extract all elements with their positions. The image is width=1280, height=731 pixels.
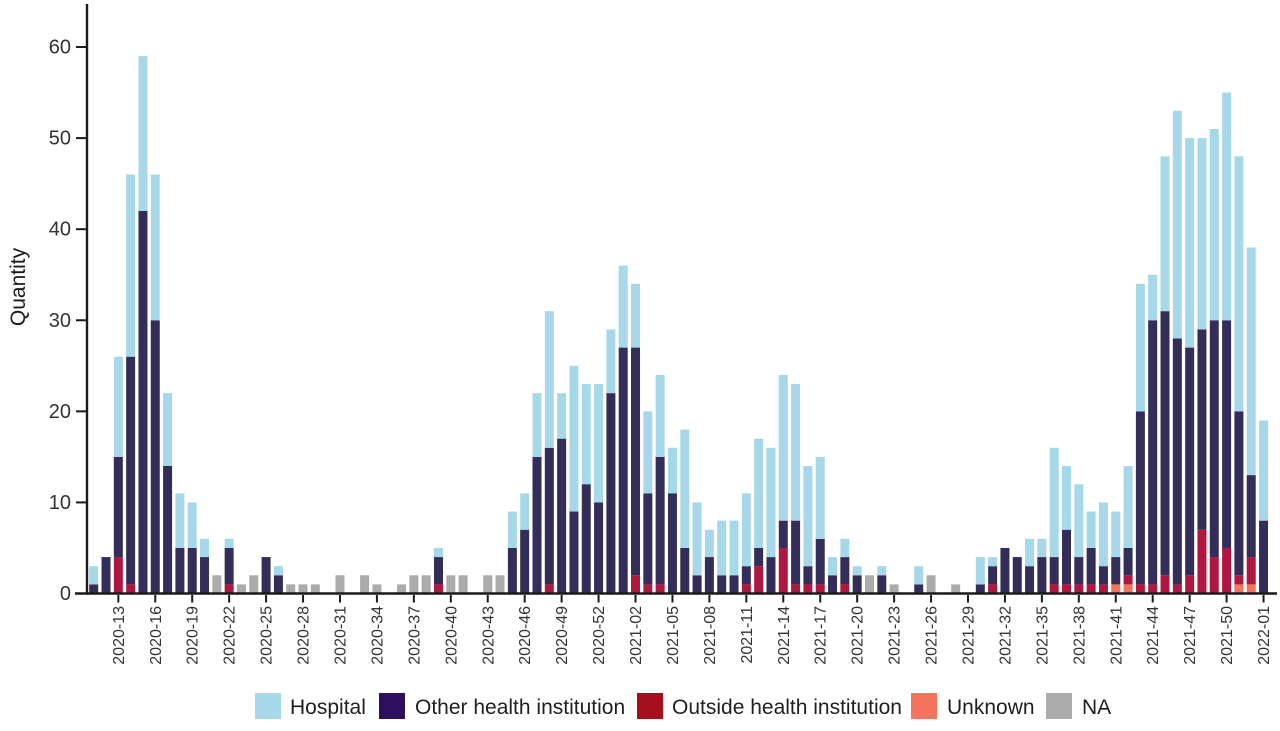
svg-text:20: 20 (49, 401, 71, 423)
svg-text:2020-37: 2020-37 (406, 606, 423, 665)
svg-text:Outside health institution: Outside health institution (672, 696, 902, 719)
svg-text:2020-43: 2020-43 (480, 606, 497, 665)
svg-text:2020-16: 2020-16 (148, 606, 165, 665)
svg-text:2021-14: 2021-14 (776, 606, 793, 665)
svg-text:Quantity: Quantity (7, 247, 30, 326)
svg-text:2020-31: 2020-31 (332, 606, 349, 665)
svg-text:2020-49: 2020-49 (554, 606, 571, 665)
svg-text:Hospital: Hospital (290, 696, 366, 719)
svg-text:Other health institution: Other health institution (415, 696, 625, 719)
svg-text:2021-41: 2021-41 (1108, 606, 1125, 665)
svg-text:2020-19: 2020-19 (185, 606, 202, 665)
svg-text:2021-17: 2021-17 (813, 606, 830, 665)
svg-text:40: 40 (49, 219, 71, 241)
svg-text:2022-01: 2022-01 (1256, 606, 1273, 665)
svg-text:2020-46: 2020-46 (517, 606, 534, 665)
svg-text:2021-11: 2021-11 (739, 606, 756, 664)
svg-text:2021-02: 2021-02 (628, 606, 645, 665)
svg-text:2021-26: 2021-26 (924, 606, 941, 665)
svg-text:60: 60 (49, 37, 71, 59)
svg-text:2021-35: 2021-35 (1034, 606, 1051, 665)
svg-text:2020-34: 2020-34 (369, 606, 386, 665)
svg-text:2020-22: 2020-22 (222, 606, 239, 665)
svg-text:2021-08: 2021-08 (702, 606, 719, 665)
svg-text:2021-50: 2021-50 (1219, 606, 1236, 665)
svg-text:0: 0 (60, 583, 71, 605)
svg-text:Unknown: Unknown (947, 696, 1035, 719)
svg-text:2020-13: 2020-13 (111, 606, 128, 665)
svg-text:10: 10 (49, 492, 71, 514)
svg-text:2021-23: 2021-23 (887, 606, 904, 665)
svg-text:2021-05: 2021-05 (665, 606, 682, 665)
svg-text:50: 50 (49, 128, 71, 150)
svg-text:2021-20: 2021-20 (850, 606, 867, 665)
svg-text:2021-44: 2021-44 (1145, 606, 1162, 665)
svg-text:2021-32: 2021-32 (997, 606, 1014, 665)
svg-text:2021-47: 2021-47 (1182, 606, 1199, 665)
svg-text:2020-28: 2020-28 (296, 606, 313, 665)
svg-text:2020-52: 2020-52 (591, 606, 608, 665)
svg-text:30: 30 (49, 310, 71, 332)
svg-text:2020-40: 2020-40 (443, 606, 460, 665)
svg-text:2021-38: 2021-38 (1071, 606, 1088, 665)
svg-text:NA: NA (1082, 696, 1111, 719)
svg-text:2021-29: 2021-29 (960, 606, 977, 665)
svg-text:2020-25: 2020-25 (259, 606, 276, 665)
